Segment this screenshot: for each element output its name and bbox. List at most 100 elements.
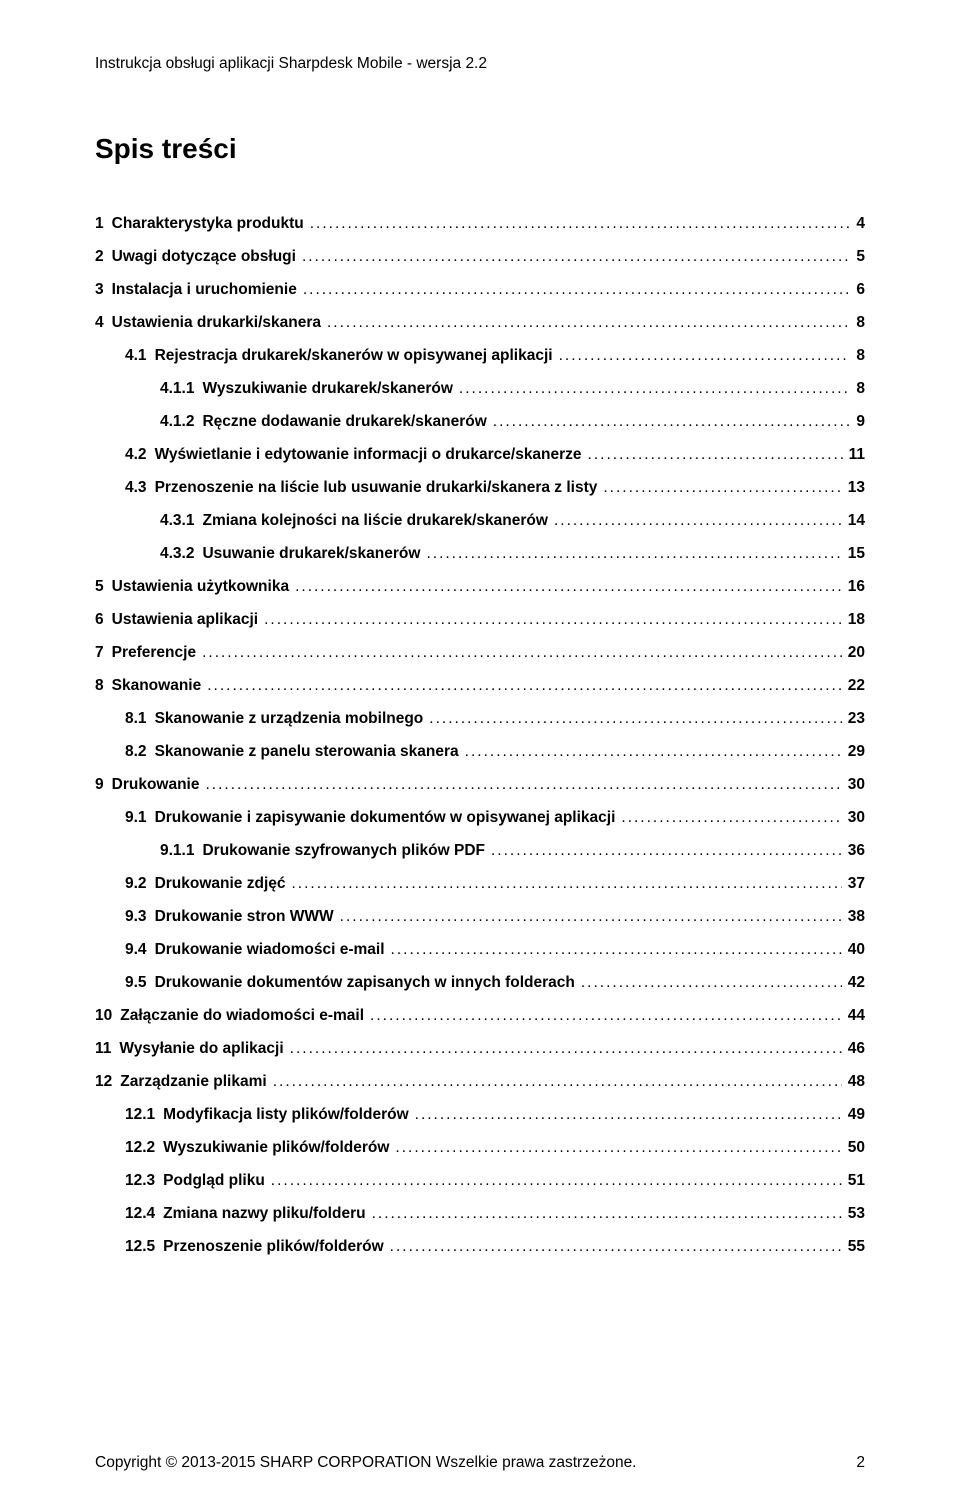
toc-dots [621, 809, 841, 827]
toc-entry[interactable]: 11Wysyłanie do aplikacji46 [95, 1040, 865, 1058]
toc-entry[interactable]: 4.1Rejestracja drukarek/skanerów w opisy… [95, 347, 865, 365]
toc-entry-page: 36 [848, 842, 865, 860]
toc-entry-page: 51 [848, 1172, 865, 1190]
toc-dots [370, 1007, 842, 1025]
toc-entry[interactable]: 1Charakterystyka produktu4 [95, 215, 865, 233]
toc-entry-number: 3 [95, 281, 104, 299]
toc-entry-label: Skanowanie [112, 677, 202, 695]
toc-entry-number: 12.2 [95, 1139, 155, 1157]
toc-entry-number: 4.2 [95, 446, 147, 464]
toc-entry-number: 12.1 [95, 1106, 155, 1124]
toc-entry-page: 23 [848, 710, 865, 728]
toc-entry-label: Drukowanie wiadomości e-mail [155, 941, 385, 959]
toc-entry-page: 14 [848, 512, 865, 530]
toc-entry-number: 9.1 [95, 809, 147, 827]
toc-entry-page: 30 [848, 809, 865, 827]
toc-dots [465, 743, 842, 761]
toc-dots [390, 1238, 842, 1256]
toc-entry-number: 9.4 [95, 941, 147, 959]
toc-entry-label: Wyszukiwanie drukarek/skanerów [202, 380, 452, 398]
toc-entry[interactable]: 6Ustawienia aplikacji18 [95, 611, 865, 629]
toc-dots [207, 677, 842, 695]
toc-entry-page: 11 [849, 446, 865, 464]
toc-entry[interactable]: 4.3.1 Zmiana kolejności na liście drukare… [95, 512, 865, 530]
toc-entry-label: Instalacja i uruchomienie [112, 281, 297, 299]
toc-entry-number: 4.3.1 [95, 512, 194, 530]
toc-entry[interactable]: 12.1Modyfikacja listy plików/folderów49 [95, 1106, 865, 1124]
toc-entry[interactable]: 9.1.1Drukowanie szyfrowanych plików PDF3… [95, 842, 865, 860]
toc-entry-label: Przenoszenie plików/folderów [163, 1238, 383, 1256]
toc-entry[interactable]: 2Uwagi dotyczące obsługi5 [95, 248, 865, 266]
toc-entry-number: 4.1.2 [95, 413, 194, 431]
toc-dots [429, 710, 841, 728]
toc-entry-number: 8 [95, 677, 104, 695]
toc-entry[interactable]: 12.5Przenoszenie plików/folderów55 [95, 1238, 865, 1256]
toc-entry-label: Skanowanie z urządzenia mobilnego [155, 710, 424, 728]
toc-entry-page: 22 [848, 677, 865, 695]
toc-entry-number: 12.3 [95, 1172, 155, 1190]
toc-entry[interactable]: 9.3Drukowanie stron WWW38 [95, 908, 865, 926]
toc-entry-label: Skanowanie z panelu sterowania skanera [155, 743, 459, 761]
toc-entry[interactable]: 4.1.2Ręczne dodawanie drukarek/skanerów9 [95, 413, 865, 431]
toc-dots [271, 1172, 842, 1190]
toc-dots [273, 1073, 842, 1091]
toc-entry[interactable]: 7Preferencje20 [95, 644, 865, 662]
toc-entry-page: 29 [848, 743, 865, 761]
toc-entry-label: Zmiana kolejności na liście drukarek/ska… [202, 512, 547, 530]
toc-entry-page: 16 [848, 578, 865, 596]
toc-entry[interactable]: 10Załączanie do wiadomości e-mail44 [95, 1007, 865, 1025]
toc-dots [554, 512, 842, 530]
toc-entry[interactable]: 12.4Zmiana nazwy pliku/folderu53 [95, 1205, 865, 1223]
toc-entry[interactable]: 4.3Przenoszenie na liście lub usuwanie d… [95, 479, 865, 497]
toc-entry-label: Drukowanie i zapisywanie dokumentów w op… [155, 809, 616, 827]
toc-entry-number: 8.1 [95, 710, 147, 728]
toc-entry-number: 9 [95, 776, 104, 794]
toc-entry-number: 1 [95, 215, 104, 233]
toc-entry-number: 4 [95, 314, 104, 332]
toc-entry[interactable]: 12Zarządzanie plikami48 [95, 1073, 865, 1091]
toc-entry-label: Ustawienia użytkownika [112, 578, 289, 596]
toc-entry[interactable]: 3Instalacja i uruchomienie6 [95, 281, 865, 299]
toc-entry[interactable]: 9.2Drukowanie zdjęć37 [95, 875, 865, 893]
toc-entry[interactable]: 4.1.1Wyszukiwanie drukarek/skanerów8 [95, 380, 865, 398]
toc-entry[interactable]: 4.3.2Usuwanie drukarek/skanerów15 [95, 545, 865, 563]
toc-entry-number: 2 [95, 248, 104, 266]
toc-entry[interactable]: 12.2Wyszukiwanie plików/folderów50 [95, 1139, 865, 1157]
toc-entry-page: 44 [848, 1007, 865, 1025]
toc-dots [581, 974, 842, 992]
toc-dots [303, 281, 851, 299]
document-header: Instrukcja obsługi aplikacji Sharpdesk M… [95, 55, 865, 73]
toc-entry-label: Ustawienia aplikacji [112, 611, 258, 629]
toc-entry-label: Wyświetlanie i edytowanie informacji o d… [155, 446, 582, 464]
toc-entry-page: 46 [848, 1040, 865, 1058]
toc-entry-number: 8.2 [95, 743, 147, 761]
table-of-contents: 1Charakterystyka produktu4 2 Uwagi dotyczą… [95, 215, 865, 1256]
toc-entry-page: 4 [856, 215, 865, 233]
toc-entry[interactable]: 4Ustawienia drukarki/skanera8 [95, 314, 865, 332]
toc-entry[interactable]: 9.5Drukowanie dokumentów zapisanych w in… [95, 974, 865, 992]
toc-entry[interactable]: 8.1 Skanowanie z urządzenia mobilnego 23 [95, 710, 865, 728]
toc-entry-label: Drukowanie [112, 776, 200, 794]
toc-entry-number: 9.1.1 [95, 842, 194, 860]
toc-dots [372, 1205, 842, 1223]
toc-entry[interactable]: 8 Skanowanie 22 [95, 677, 865, 695]
toc-dots [205, 776, 841, 794]
toc-entry-label: Uwagi dotyczące obsługi [112, 248, 296, 266]
toc-entry-page: 53 [848, 1205, 865, 1223]
toc-entry[interactable]: 8.2 Skanowanie z panelu sterowania skaner… [95, 743, 865, 761]
toc-entry[interactable]: 5Ustawienia użytkownika16 [95, 578, 865, 596]
toc-entry[interactable]: 9Drukowanie30 [95, 776, 865, 794]
toc-entry[interactable]: 12.3Podgląd pliku51 [95, 1172, 865, 1190]
copyright-text: Copyright © 2013-2015 SHARP CORPORATION … [95, 1454, 637, 1472]
toc-dots [295, 578, 842, 596]
toc-entry-number: 9.5 [95, 974, 147, 992]
toc-dots [491, 842, 842, 860]
toc-entry[interactable]: 9.1 Drukowanie i zapisywanie dokumentów w… [95, 809, 865, 827]
toc-entry[interactable]: 4.2 Wyświetlanie i edytowanie informacji … [95, 446, 865, 464]
toc-entry[interactable]: 9.4Drukowanie wiadomości e-mail40 [95, 941, 865, 959]
toc-entry-page: 50 [848, 1139, 865, 1157]
document-page: Instrukcja obsługi aplikacji Sharpdesk M… [0, 0, 960, 1512]
toc-dots [415, 1106, 842, 1124]
toc-entry-page: 38 [848, 908, 865, 926]
toc-entry-page: 49 [848, 1106, 865, 1124]
